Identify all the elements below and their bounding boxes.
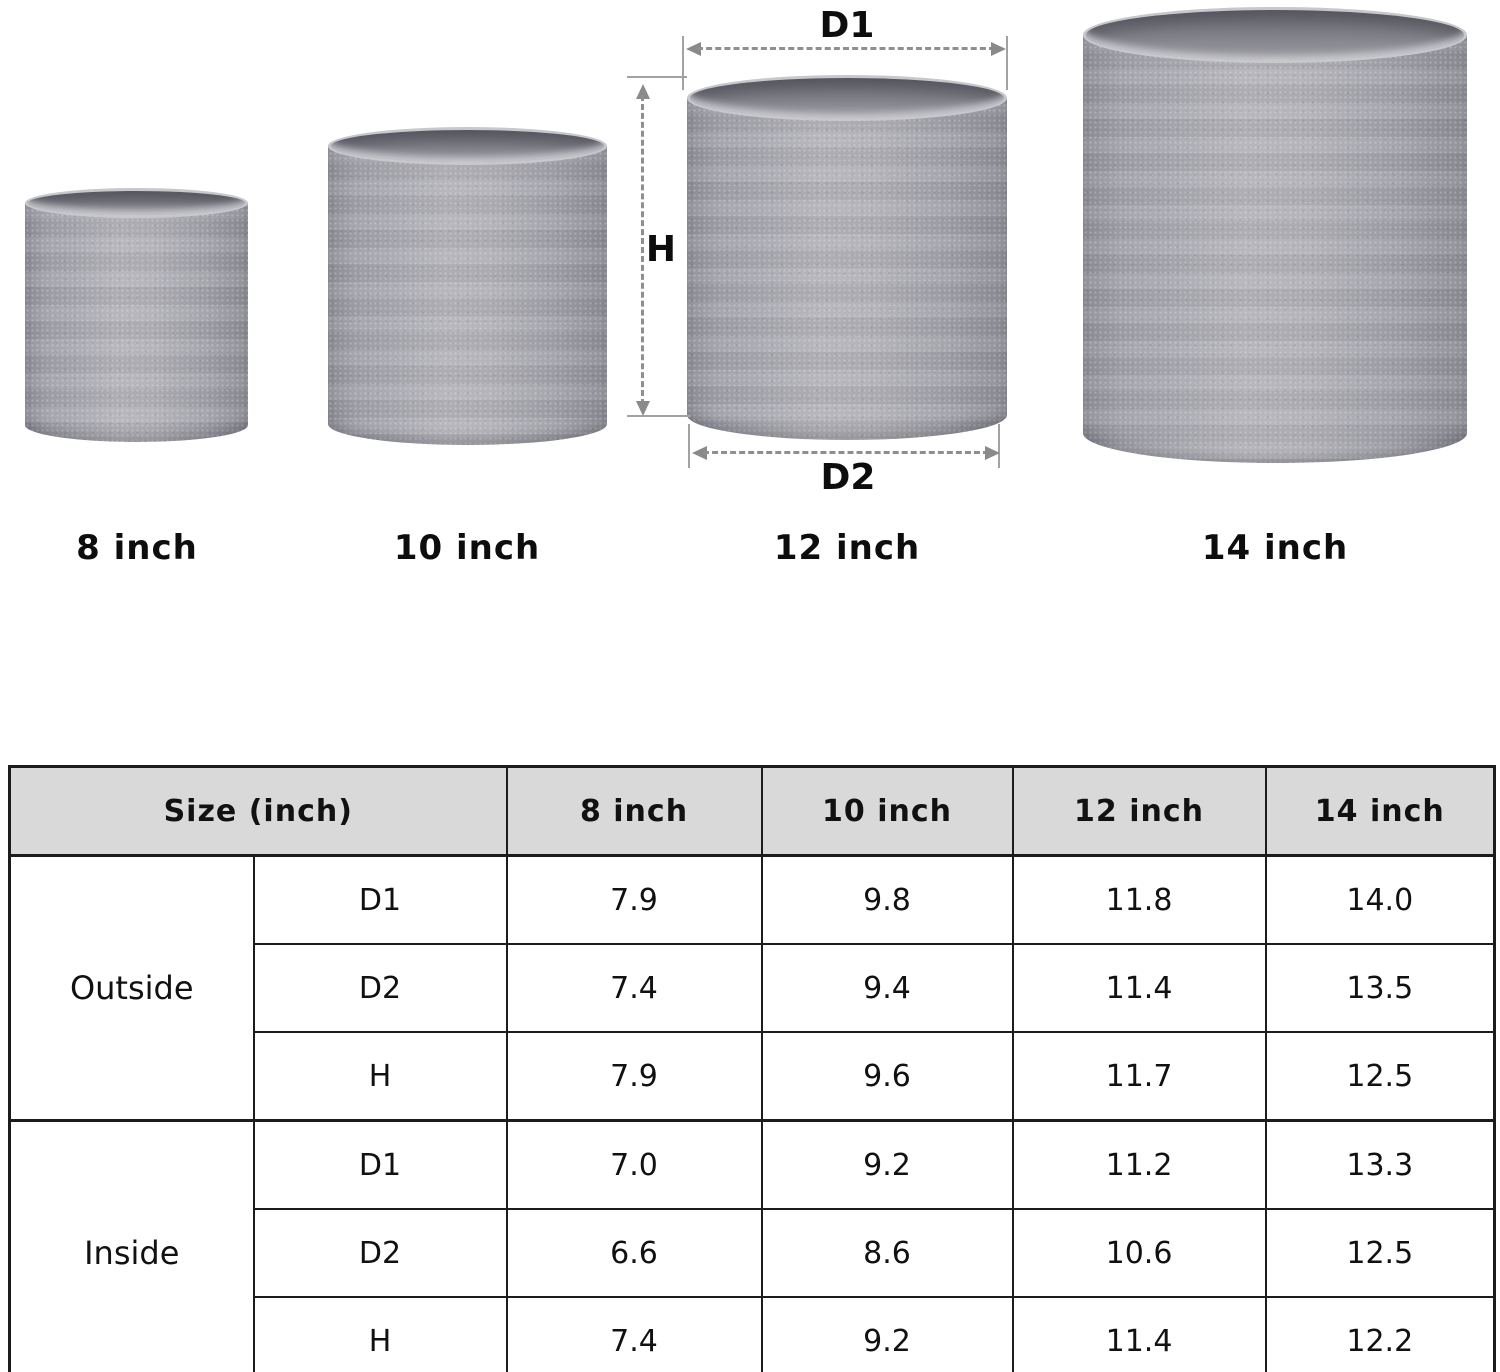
value-cell: 11.7 — [1011, 1031, 1267, 1122]
dim-label-cell: D2 — [252, 943, 508, 1033]
table-row: H 7.9 9.6 11.7 12.5 — [10, 1031, 1496, 1122]
pot-body — [1083, 35, 1467, 463]
header-size-inch: Size (inch) — [8, 765, 508, 857]
d2-dimension-label: D2 — [820, 457, 876, 498]
value-cell: 13.5 — [1264, 943, 1496, 1033]
header-14-inch: 14 inch — [1264, 765, 1496, 857]
dim-label-cell: D1 — [252, 854, 508, 945]
table-row: Outside D1 7.9 9.8 11.8 14.0 — [8, 854, 1496, 1122]
pot-size-caption-10-inch: 10 inch — [393, 528, 541, 568]
planter-pot-14-inch — [1083, 7, 1467, 463]
planter-pot-12-inch — [687, 75, 1007, 440]
table-row: D2 7.4 9.4 11.4 13.5 — [10, 943, 1496, 1033]
size-specification-table: Size (inch) 8 inch 10 inch 12 inch 14 in… — [8, 765, 1497, 1372]
value-cell: 9.6 — [760, 1031, 1014, 1122]
value-cell: 11.4 — [1011, 1296, 1267, 1372]
value-cell: 9.8 — [760, 854, 1014, 945]
value-cell: 12.5 — [1264, 1208, 1496, 1298]
pot-opening — [1083, 7, 1467, 63]
value-cell: 7.0 — [505, 1119, 763, 1210]
arrowhead-right-icon — [985, 446, 1000, 460]
h-extension-line-top — [627, 76, 687, 78]
header-10-inch: 10 inch — [760, 765, 1014, 857]
group-inside: Inside — [8, 1119, 255, 1372]
value-cell: 6.6 — [505, 1208, 763, 1298]
pot-body — [25, 203, 248, 442]
value-cell: 9.2 — [760, 1296, 1014, 1372]
dashed-line — [703, 451, 989, 454]
d2-dimension-arrow — [692, 446, 1000, 460]
value-cell: 9.2 — [760, 1119, 1014, 1210]
pot-body — [687, 98, 1007, 440]
d1-dimension-arrow — [686, 42, 1006, 56]
arrowhead-up-icon — [636, 84, 650, 99]
h-dimension-arrow — [636, 84, 650, 416]
table-row: D2 6.6 8.6 10.6 12.5 — [10, 1208, 1496, 1298]
table-row: H 7.4 9.2 11.4 12.2 — [10, 1296, 1496, 1372]
d2-extension-line-left — [688, 424, 690, 468]
d1-extension-line-right — [1006, 36, 1008, 90]
pot-opening — [328, 127, 607, 165]
value-cell: 11.4 — [1011, 943, 1267, 1033]
pot-body — [328, 146, 607, 445]
dashed-line — [697, 47, 995, 50]
value-cell: 7.9 — [505, 1031, 763, 1122]
value-cell: 7.9 — [505, 854, 763, 945]
pot-size-caption-12-inch: 12 inch — [773, 528, 921, 568]
value-cell: 14.0 — [1264, 854, 1496, 945]
arrowhead-down-icon — [636, 401, 650, 416]
group-outside: Outside — [8, 854, 255, 1122]
pot-opening — [687, 75, 1007, 121]
planter-pot-8-inch — [25, 188, 248, 442]
value-cell: 11.2 — [1011, 1119, 1267, 1210]
d1-dimension-label: D1 — [819, 5, 875, 46]
dashed-line — [641, 95, 644, 405]
dim-label-cell: H — [252, 1031, 508, 1122]
arrowhead-right-icon — [991, 42, 1006, 56]
value-cell: 7.4 — [505, 943, 763, 1033]
value-cell: 9.4 — [760, 943, 1014, 1033]
h-dimension-label: H — [645, 229, 677, 270]
table-header-row: Size (inch) 8 inch 10 inch 12 inch 14 in… — [8, 765, 1496, 857]
value-cell: 12.5 — [1264, 1031, 1496, 1122]
table-row: Inside D1 7.0 9.2 11.2 13.3 — [8, 1119, 1496, 1372]
dim-label-cell: D2 — [252, 1208, 508, 1298]
header-8-inch: 8 inch — [505, 765, 763, 857]
pot-opening — [25, 188, 248, 218]
header-12-inch: 12 inch — [1011, 765, 1267, 857]
value-cell: 11.8 — [1011, 854, 1267, 945]
value-cell: 13.3 — [1264, 1119, 1496, 1210]
dim-label-cell: H — [252, 1296, 508, 1372]
value-cell: 8.6 — [760, 1208, 1014, 1298]
value-cell: 10.6 — [1011, 1208, 1267, 1298]
d1-extension-line-left — [682, 36, 684, 90]
pot-size-caption-14-inch: 14 inch — [1201, 528, 1349, 568]
pot-size-caption-8-inch: 8 inch — [76, 528, 198, 568]
value-cell: 12.2 — [1264, 1296, 1496, 1372]
planter-pot-10-inch — [328, 127, 607, 445]
value-cell: 7.4 — [505, 1296, 763, 1372]
arrowhead-left-icon — [686, 42, 701, 56]
h-extension-line-bottom — [627, 415, 691, 417]
dim-label-cell: D1 — [252, 1119, 508, 1210]
arrowhead-left-icon — [692, 446, 707, 460]
